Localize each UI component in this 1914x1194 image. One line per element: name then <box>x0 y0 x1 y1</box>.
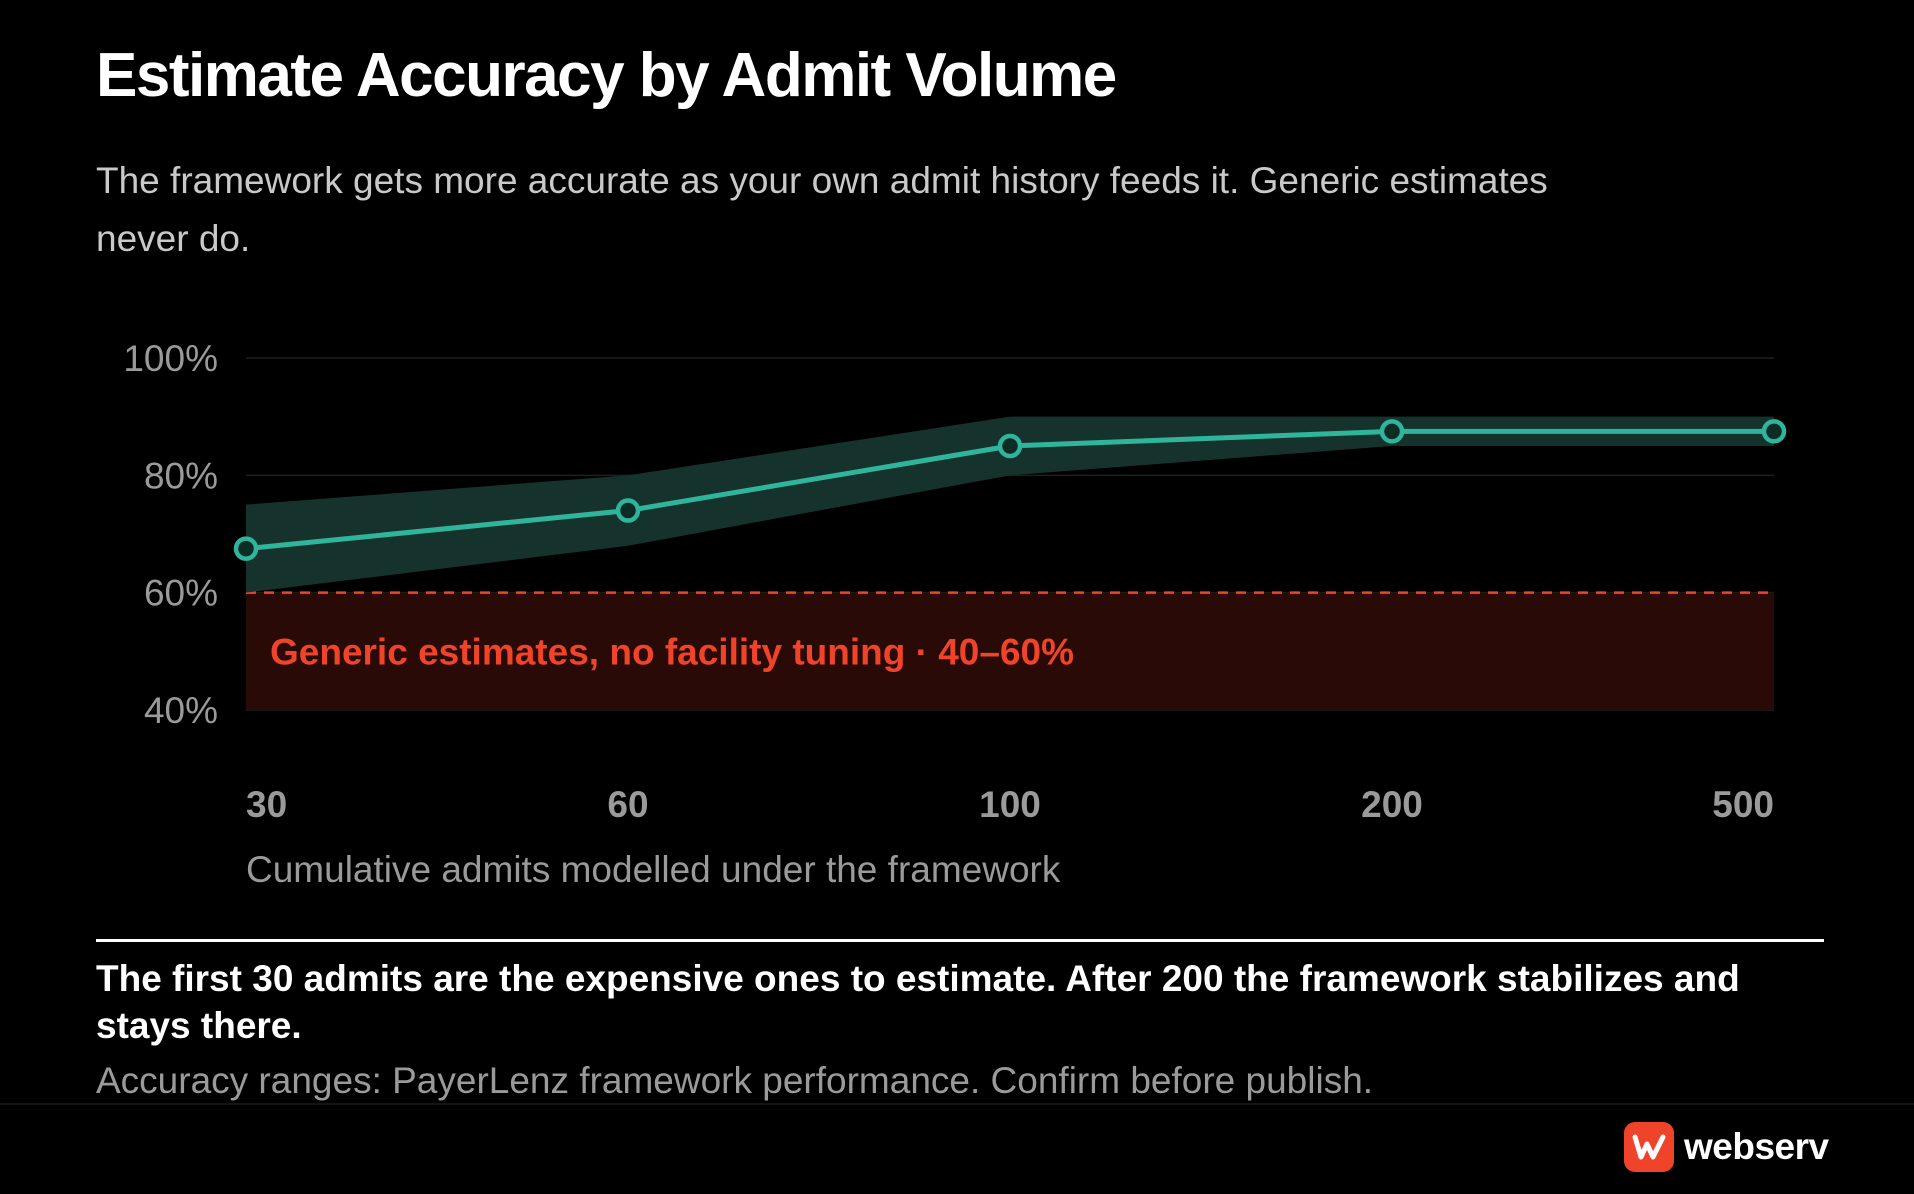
data-point <box>1761 419 1787 444</box>
generic-estimates-band <box>246 591 1774 710</box>
x-tick-label: 30 <box>246 784 287 825</box>
chart-subtitle: The framework gets more accurate as your… <box>96 160 1548 259</box>
footer-rule <box>0 1103 1914 1105</box>
y-tick-label: 40% <box>144 690 218 731</box>
webserv-logo-icon <box>1624 1122 1674 1172</box>
data-point <box>1379 419 1405 444</box>
source-note: Accuracy ranges: PayerLenz framework per… <box>96 1060 1374 1101</box>
y-axis-ticks: 100% 80% 60% 40% <box>123 338 218 731</box>
x-tick-label: 200 <box>1361 784 1423 825</box>
y-tick-label: 80% <box>144 455 218 496</box>
y-tick-label: 60% <box>144 573 218 614</box>
brand-logo: webserv <box>1624 1122 1829 1172</box>
accuracy-points <box>233 419 1787 561</box>
generic-estimates-label: Generic estimates, no facility tuning · … <box>270 631 1074 672</box>
generic-estimates-area <box>246 592 1774 710</box>
x-axis-ticks: 30 60 100 200 500 <box>246 784 1774 825</box>
brand-name: webserv <box>1684 1126 1829 1167</box>
data-point <box>233 536 259 561</box>
takeaway-text: The first 30 admits are the expensive on… <box>96 958 1740 1046</box>
x-axis-label: Cumulative admits modelled under the fra… <box>246 849 1061 890</box>
y-tick-label: 100% <box>123 338 218 379</box>
x-tick-label: 60 <box>607 784 648 825</box>
data-point <box>615 498 641 523</box>
x-tick-label: 100 <box>979 784 1041 825</box>
takeaway-divider <box>96 939 1824 942</box>
x-tick-label: 500 <box>1712 784 1774 825</box>
data-point <box>997 433 1023 459</box>
chart-title: Estimate Accuracy by Admit Volume <box>96 41 1117 110</box>
accuracy-chart: 100% 80% 60% 40% 30 60 100 200 500 Generic esti… <box>123 338 1787 890</box>
